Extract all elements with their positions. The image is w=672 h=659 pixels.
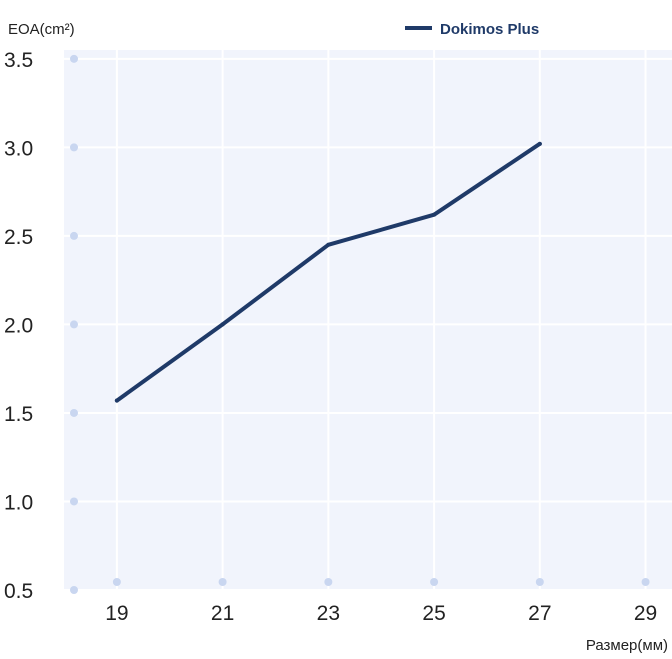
series-point (114, 398, 119, 403)
y-tick-dot (70, 320, 78, 329)
legend-label: Dokimos Plus (440, 21, 539, 38)
y-tick-dot (70, 143, 78, 152)
x-tick-dot (430, 578, 439, 586)
x-tick-label: 19 (105, 602, 128, 625)
y-tick-dot (70, 54, 78, 63)
x-tick-dot (641, 578, 650, 586)
x-tick-label: 27 (528, 602, 551, 625)
y-axis-ticks: 0.5 1.0 1.5 2.0 2.5 3.0 3.5 (4, 49, 33, 603)
x-axis-ticks: 19 21 23 25 27 29 (105, 602, 657, 625)
x-tick-dot (535, 578, 544, 586)
series-point (432, 212, 437, 217)
series-point (326, 242, 331, 247)
y-tick-dot (70, 231, 78, 240)
y-tick-label: 1.5 (4, 403, 33, 426)
x-tick-label: 23 (317, 602, 340, 625)
y-tick-label: 3.0 (4, 137, 33, 160)
y-tick-label: 2.0 (4, 314, 33, 337)
y-tick-dot (70, 586, 78, 594)
y-tick-dot (70, 408, 78, 417)
grid-lines (64, 50, 672, 591)
y-tick-label: 2.5 (4, 226, 33, 249)
x-tick-label: 29 (634, 602, 657, 625)
series-point (537, 141, 542, 146)
series-point (220, 322, 225, 327)
y-axis-label: EOA(cm²) (8, 21, 75, 38)
x-tick-dot (218, 578, 227, 586)
series-group (114, 141, 542, 403)
y-tick-label: 0.5 (4, 580, 33, 603)
y-tick-dot (70, 497, 78, 506)
axis-tick-dots (70, 54, 650, 594)
x-tick-dot (324, 578, 333, 586)
legend: Dokimos Plus (405, 21, 539, 38)
x-tick-dot (112, 578, 121, 586)
y-tick-label: 3.5 (4, 49, 33, 72)
x-tick-label: 21 (211, 602, 234, 625)
x-axis-label: Размер(мм) (586, 637, 668, 654)
y-tick-label: 1.0 (4, 491, 33, 514)
plot-background (64, 50, 672, 590)
x-tick-label: 25 (422, 602, 445, 625)
